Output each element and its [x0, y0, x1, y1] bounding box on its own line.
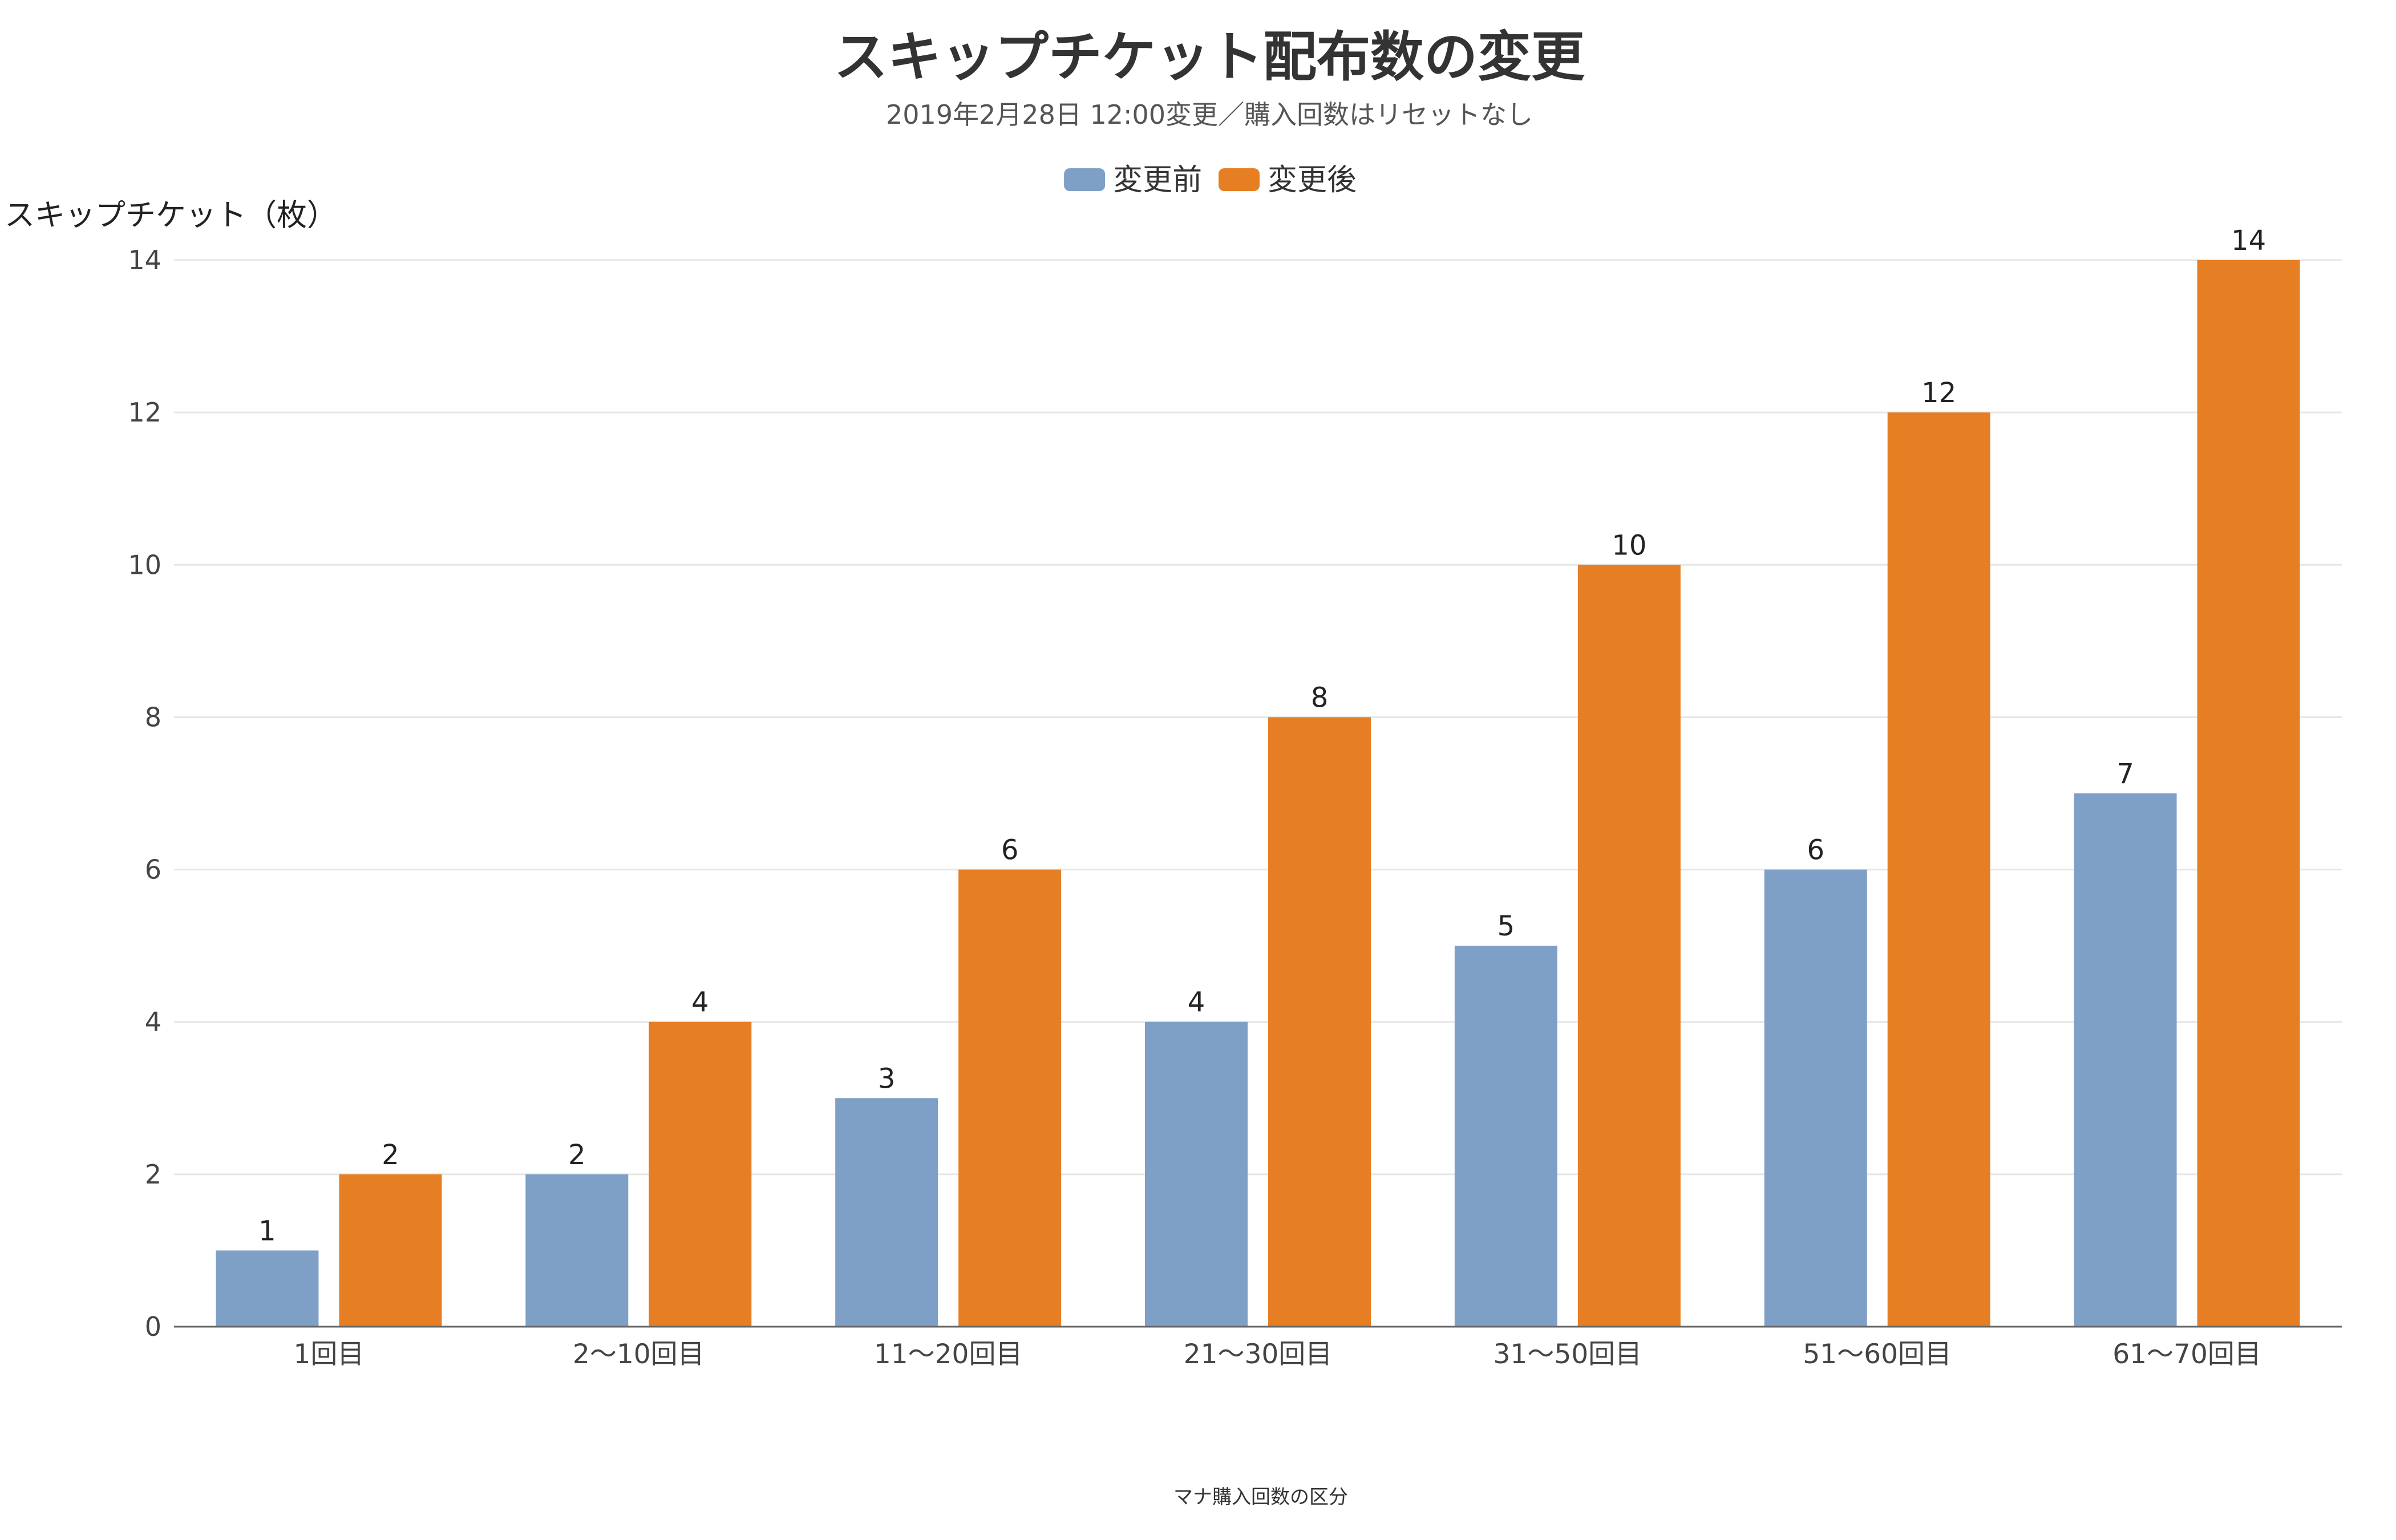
bar — [958, 869, 1062, 1327]
legend-label: 変更前 — [1113, 163, 1202, 197]
x-tick-label: 1回目 — [293, 1339, 364, 1370]
bar — [1887, 412, 1990, 1327]
bar — [339, 1174, 442, 1327]
bar-value-label: 2 — [382, 1139, 399, 1171]
bar-value-label: 10 — [1612, 529, 1646, 561]
y-tick-label: 12 — [128, 397, 161, 428]
x-tick-label: 11〜20回目 — [874, 1339, 1023, 1370]
bar-value-label: 7 — [2116, 758, 2134, 790]
legend-swatch — [1219, 168, 1260, 191]
bar — [216, 1250, 319, 1327]
bar-value-label: 6 — [1807, 834, 1824, 866]
bar-value-label: 4 — [1188, 987, 1205, 1019]
bar — [525, 1174, 629, 1327]
x-tick-label: 51〜60回目 — [1803, 1339, 1952, 1370]
bar-value-label: 5 — [1498, 910, 1515, 942]
x-tick-label: 61〜70回目 — [2112, 1339, 2261, 1370]
y-tick-label: 8 — [145, 702, 161, 732]
bar-value-label: 4 — [691, 987, 709, 1019]
bar — [2074, 793, 2177, 1327]
bar-value-label: 14 — [2231, 225, 2266, 257]
bar — [1268, 717, 1371, 1327]
bar — [1764, 869, 1867, 1327]
bar — [835, 1098, 938, 1327]
bar — [649, 1022, 752, 1327]
bar-value-label: 8 — [1311, 682, 1329, 714]
legend: 変更前 変更後 — [1064, 163, 1357, 197]
y-tick-label: 2 — [145, 1159, 161, 1190]
y-tick-label: 10 — [128, 549, 161, 580]
legend-label: 変更後 — [1268, 163, 1357, 197]
y-tick-label: 4 — [145, 1007, 161, 1038]
bar-value-label: 12 — [1921, 377, 1956, 409]
chart-title: スキップチケット配布数の変更 — [834, 26, 1585, 88]
y-tick-label: 0 — [145, 1311, 161, 1342]
x-tick-label: 2〜10回目 — [573, 1339, 705, 1370]
y-axis-ticks: 0 2 4 6 8 10 12 14 — [128, 245, 161, 1342]
x-tick-label: 31〜50回目 — [1494, 1339, 1642, 1370]
bar — [2197, 260, 2300, 1327]
chart-subtitle: 2019年2月28日 12:00変更／購入回数はリセットなし — [886, 99, 1533, 130]
bar — [1145, 1022, 1248, 1327]
bar-value-label: 3 — [878, 1063, 896, 1095]
x-tick-label: 21〜30回目 — [1184, 1339, 1333, 1370]
bar-value-label: 2 — [568, 1139, 586, 1171]
grid-lines — [174, 259, 2342, 1176]
bar — [1577, 565, 1681, 1327]
y-axis-label: スキップチケット（枚） — [5, 198, 337, 233]
bar-value-label: 6 — [1001, 834, 1019, 866]
legend-swatch — [1064, 168, 1106, 191]
x-axis-ticks: 1回目 2〜10回目 11〜20回目 21〜30回目 31〜50回目 51〜60回目 61〜… — [293, 1339, 2261, 1370]
bars — [216, 260, 2300, 1327]
x-axis-label: マナ購入回数の区分 — [1173, 1486, 1348, 1509]
y-tick-label: 6 — [145, 854, 161, 885]
bar-value-label: 1 — [258, 1215, 276, 1247]
y-tick-label: 14 — [128, 245, 161, 275]
bar — [1454, 946, 1557, 1327]
